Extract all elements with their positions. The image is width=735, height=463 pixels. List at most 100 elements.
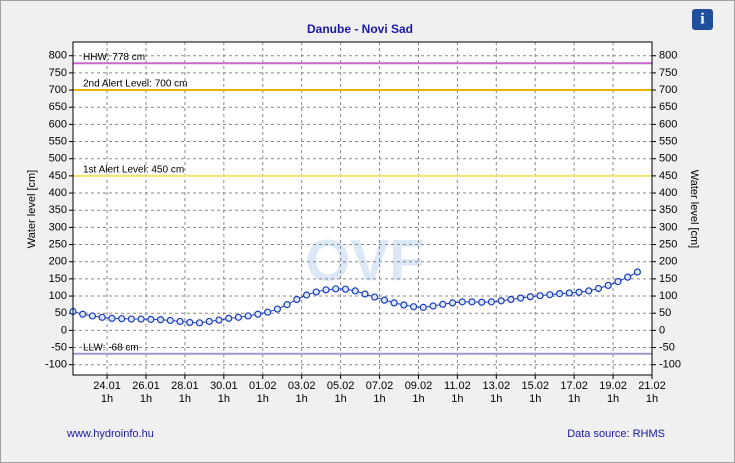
data-point — [371, 293, 379, 301]
reference-label: 1st Alert Level: 450 cm — [83, 165, 184, 176]
x-tick-label: 1h — [101, 393, 113, 405]
data-point — [332, 285, 340, 293]
data-point — [419, 303, 427, 311]
x-tick-label: 1h — [373, 393, 385, 405]
reference-label: 2nd Alert Level: 700 cm — [83, 79, 188, 90]
y2-tick-label: 500 — [659, 153, 677, 165]
data-point — [293, 295, 301, 304]
x-tick-label: 1h — [412, 393, 424, 405]
info-button[interactable]: i — [700, 11, 705, 28]
y2-tick-label: 0 — [659, 324, 665, 336]
x-tick-label: 09.02 — [405, 380, 433, 392]
data-point — [458, 298, 466, 306]
y2-tick-label: 50 — [659, 307, 671, 319]
x-tick-label: 1h — [607, 393, 619, 405]
data-point — [429, 302, 437, 310]
data-point — [390, 299, 398, 307]
data-point — [88, 312, 97, 320]
data-point — [215, 316, 223, 324]
data-point — [361, 290, 369, 298]
data-point — [380, 296, 388, 304]
y2-tick-label: 350 — [659, 204, 677, 216]
x-tick-label: 1h — [646, 393, 658, 405]
y-tick-label: -100 — [45, 359, 67, 371]
footer-left: www.hydroinfo.hu — [66, 428, 154, 440]
data-point — [555, 290, 564, 298]
y-tick-label: 750 — [49, 67, 67, 79]
plot-border — [72, 41, 653, 376]
x-tick-label: 19.02 — [599, 380, 627, 392]
data-point — [225, 314, 233, 322]
y-tick-label: 250 — [49, 238, 67, 250]
data-point — [517, 294, 525, 302]
x-tick-label: 13.02 — [483, 380, 511, 392]
data-point — [624, 273, 632, 281]
data-point — [234, 313, 243, 321]
y-tick-label: 0 — [61, 324, 67, 336]
data-point — [526, 293, 534, 301]
y-tick-label: 650 — [49, 101, 67, 113]
chart-title: Danube - Novi Sad — [307, 22, 413, 36]
y-tick-label: 50 — [55, 307, 67, 319]
data-point — [98, 313, 106, 321]
data-point — [137, 315, 145, 323]
x-tick-label: 1h — [179, 393, 191, 405]
y-tick-label: 550 — [49, 135, 67, 147]
data-point — [244, 312, 252, 320]
y-tick-label: 100 — [49, 290, 67, 302]
y2-tick-label: 450 — [659, 170, 677, 182]
y2-tick-label: -100 — [659, 359, 681, 371]
x-tick-label: 21.02 — [638, 380, 666, 392]
data-point — [546, 291, 554, 299]
y-tick-label: 700 — [49, 84, 67, 96]
reference-label: LLW: -68 cm — [83, 342, 139, 353]
data-point — [439, 300, 447, 308]
x-tick-label: 15.02 — [521, 380, 549, 392]
data-point — [409, 303, 418, 311]
footer-right: Data source: RHMS — [567, 428, 665, 440]
data-point — [195, 319, 204, 327]
y-tick-label: 150 — [49, 273, 67, 285]
y-tick-label: 450 — [49, 170, 67, 182]
data-point — [322, 286, 330, 294]
data-point — [487, 298, 496, 306]
x-tick-label: 07.02 — [366, 380, 394, 392]
y2-tick-label: -50 — [659, 341, 675, 353]
data-point — [264, 308, 272, 316]
data-point — [507, 295, 515, 304]
data-point — [205, 317, 213, 326]
x-tick-label: 17.02 — [560, 380, 588, 392]
data-point — [575, 288, 583, 296]
x-tick-label: 1h — [334, 393, 346, 405]
data-point — [585, 287, 593, 295]
data-point — [536, 292, 544, 300]
data-point — [186, 318, 194, 327]
data-point — [604, 281, 612, 289]
y2-tick-label: 300 — [659, 221, 677, 233]
x-tick-label: 1h — [568, 393, 580, 405]
info-button-bg[interactable] — [692, 9, 713, 30]
x-tick-label: 11.02 — [444, 380, 471, 392]
y2-tick-label: 100 — [659, 290, 677, 302]
y2-tick-label: 700 — [659, 84, 677, 96]
data-point — [127, 315, 135, 323]
data-point — [254, 310, 262, 318]
y-tick-label: 400 — [49, 187, 67, 199]
data-point — [594, 284, 603, 293]
data-point — [351, 287, 359, 295]
data-point — [478, 298, 486, 306]
y2-tick-label: 750 — [659, 67, 677, 79]
x-tick-label: 1h — [140, 393, 152, 405]
x-tick-label: 26.01 — [132, 380, 160, 392]
data-point — [147, 315, 155, 323]
data-point — [614, 278, 622, 286]
y2-tick-label: 600 — [659, 118, 677, 130]
data-point — [497, 297, 505, 305]
data-point — [156, 316, 165, 324]
y2-tick-label: 400 — [659, 187, 677, 199]
y2-axis-label: Water level [cm] — [688, 170, 700, 248]
data-point — [166, 316, 174, 325]
x-tick-label: 1h — [451, 393, 463, 405]
x-tick-label: 1h — [296, 393, 308, 405]
